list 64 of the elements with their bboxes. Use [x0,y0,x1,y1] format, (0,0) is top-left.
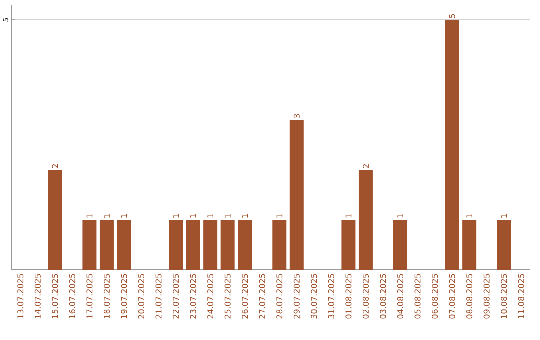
x-tick-label: 29.07.2025 [294,274,300,319]
x-tick-label: 09.08.2025 [484,274,490,319]
x-tick-label: 18.07.2025 [104,274,110,318]
x-tick-label: 27.07.2025 [259,274,266,319]
data-label: 1 [398,214,404,218]
x-tick-label: 26.07.2025 [242,274,248,319]
x-tick-label: 07.08.2025 [449,274,456,319]
data-label: 1 [121,214,128,218]
bar [272,220,287,270]
x-tick-label: 03.08.2025 [380,274,386,319]
data-label: 1 [86,214,93,218]
bar [48,170,62,270]
bar [238,220,252,270]
bar [100,220,114,270]
bar [82,220,97,270]
bar [445,20,460,270]
x-tick-label: 08.08.2025 [466,274,473,319]
x-tick-label: 25.07.2025 [224,274,231,319]
x-tick-label: 28.07.2025 [276,274,283,319]
bar [462,220,477,270]
bar [290,120,304,270]
x-tick-label: 10.08.2025 [501,274,508,318]
data-label: 1 [173,214,179,218]
data-label: 3 [294,114,300,118]
x-tick-label: 02.08.2025 [362,274,369,319]
x-tick-label: 15.07.2025 [52,274,58,318]
x-tick-label: 21.07.2025 [156,274,162,319]
bar [117,220,132,270]
data-label: 1 [104,214,110,218]
bar [220,220,235,270]
bar [394,220,408,270]
x-tick-label: 17.07.2025 [86,274,93,318]
bar [497,220,512,270]
data-label: 1 [466,214,472,218]
x-tick-label: 01.08.2025 [346,274,352,319]
x-tick-label: 30.07.2025 [311,274,318,319]
data-label: 1 [276,214,283,218]
x-tick-label: 19.07.2025 [121,274,128,318]
x-tick-label: 14.07.2025 [34,274,41,318]
x-tick-label: 24.07.2025 [208,274,214,319]
x-tick-label: 05.08.2025 [414,274,421,319]
data-label: 1 [224,214,231,218]
x-tick-label: 13.07.2025 [18,274,24,318]
bar [358,170,373,270]
x-tick-label: 06.08.2025 [432,274,438,319]
x-tick-label: 11.08.2025 [518,274,524,318]
x-tick-label: 20.07.2025 [138,274,145,319]
x-tick-label: 16.07.2025 [69,274,76,318]
data-label: 1 [208,214,214,218]
x-tick-label: 22.07.2025 [173,274,180,319]
data-label: 1 [242,214,248,218]
data-label: 5 [449,14,456,18]
data-label: 1 [501,214,508,218]
data-label: 2 [362,164,369,168]
data-label: 1 [346,214,352,218]
bar [169,220,184,270]
bar [186,220,200,270]
data-label: 2 [52,164,58,168]
data-label: 1 [190,214,196,218]
bar [204,220,218,270]
bar [342,220,356,270]
x-tick-label: 31.07.2025 [328,274,334,319]
x-tick-label: 04.08.2025 [397,274,404,319]
x-tick-label: 23.07.2025 [190,274,196,319]
